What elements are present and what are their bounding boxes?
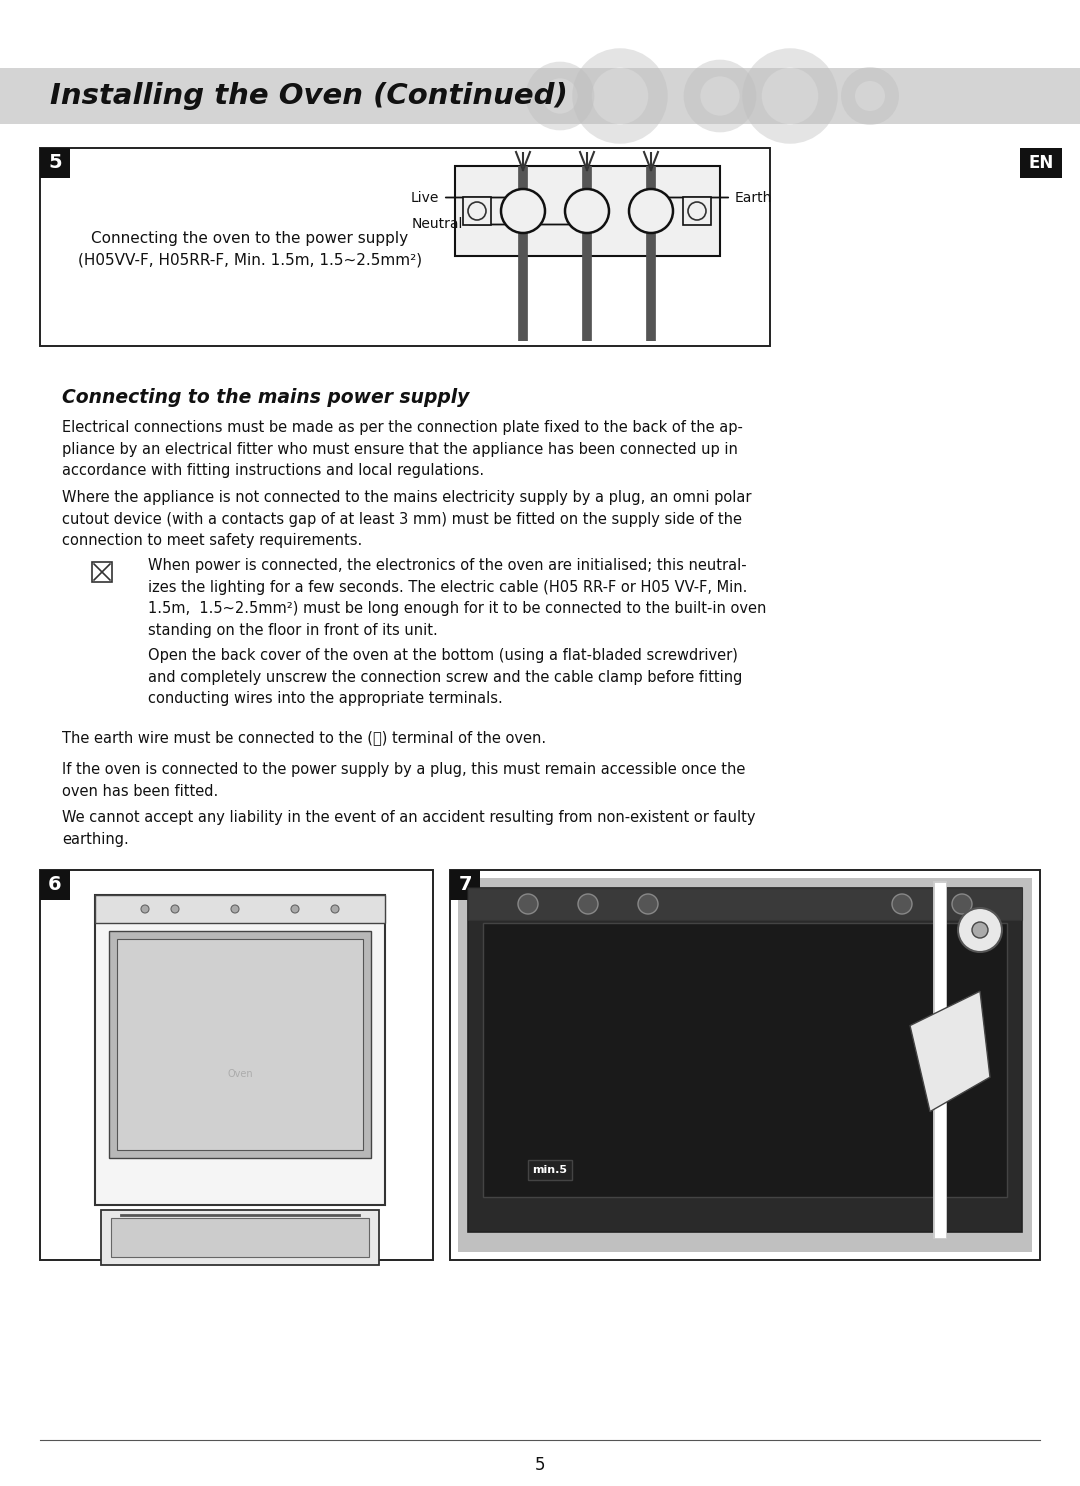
Text: 5: 5 [49, 153, 62, 172]
Text: Neutral: Neutral [411, 217, 463, 232]
Bar [95, 895, 384, 1205]
Circle shape [171, 905, 179, 912]
Circle shape [468, 202, 486, 220]
Bar [468, 889, 1022, 1232]
Bar [450, 869, 1040, 1260]
Circle shape [892, 895, 912, 914]
Text: Installing the Oven (Continued): Installing the Oven (Continued) [50, 82, 568, 110]
Bar [683, 198, 711, 224]
Circle shape [951, 895, 972, 914]
Text: Oven: Oven [227, 1068, 253, 1079]
Polygon shape [910, 991, 990, 1112]
Text: Open the back cover of the oven at the bottom (using a flat-bladed screwdriver)
: Open the back cover of the oven at the b… [148, 648, 742, 706]
Bar [450, 869, 480, 901]
Text: min.5: min.5 [532, 1165, 567, 1175]
Text: If the oven is connected to the power supply by a plug, this must remain accessi: If the oven is connected to the power su… [62, 762, 745, 798]
Circle shape [501, 189, 545, 233]
Bar [109, 932, 372, 1158]
Circle shape [565, 189, 609, 233]
Bar [40, 149, 770, 346]
Bar [463, 198, 491, 224]
Circle shape [972, 921, 988, 938]
Bar [40, 149, 70, 178]
Bar [0, 68, 1080, 123]
Bar [92, 562, 112, 583]
Bar [40, 869, 70, 901]
Text: Where the appliance is not connected to the mains electricity supply by a plug, : Where the appliance is not connected to … [62, 490, 752, 548]
Circle shape [629, 189, 673, 233]
Circle shape [638, 895, 658, 914]
Circle shape [141, 905, 149, 912]
Bar [455, 166, 720, 256]
Circle shape [958, 908, 1002, 953]
Bar [111, 1219, 369, 1257]
Bar [40, 869, 433, 1260]
Circle shape [518, 895, 538, 914]
Circle shape [578, 895, 598, 914]
Bar [102, 1210, 379, 1265]
Text: (H05VV-F, H05RR-F, Min. 1.5m, 1.5~2.5mm²): (H05VV-F, H05RR-F, Min. 1.5m, 1.5~2.5mm²… [78, 253, 422, 267]
Text: Earth: Earth [735, 190, 772, 205]
Text: Live: Live [410, 190, 438, 205]
Bar [468, 889, 1022, 920]
Text: 5: 5 [535, 1456, 545, 1474]
Text: Electrical connections must be made as per the connection plate fixed to the bac: Electrical connections must be made as p… [62, 421, 743, 478]
Circle shape [291, 905, 299, 912]
Text: Connecting the oven to the power supply: Connecting the oven to the power supply [92, 230, 408, 245]
Circle shape [688, 202, 706, 220]
Circle shape [330, 905, 339, 912]
Bar [528, 1161, 572, 1180]
Text: The earth wire must be connected to the (⏚) terminal of the oven.: The earth wire must be connected to the … [62, 730, 546, 744]
Text: 7: 7 [458, 875, 472, 895]
Circle shape [231, 905, 239, 912]
Text: We cannot accept any liability in the event of an accident resulting from non-ex: We cannot accept any liability in the ev… [62, 810, 756, 847]
Bar [458, 878, 1032, 1253]
Bar [117, 939, 363, 1150]
Text: EN: EN [1028, 155, 1054, 172]
Text: Connecting to the mains power supply: Connecting to the mains power supply [62, 388, 470, 407]
Bar [1020, 149, 1062, 178]
Text: 6: 6 [49, 875, 62, 895]
Bar [483, 923, 1007, 1198]
Text: When power is connected, the electronics of the oven are initialised; this neutr: When power is connected, the electronics… [148, 559, 767, 637]
Bar [95, 895, 384, 923]
